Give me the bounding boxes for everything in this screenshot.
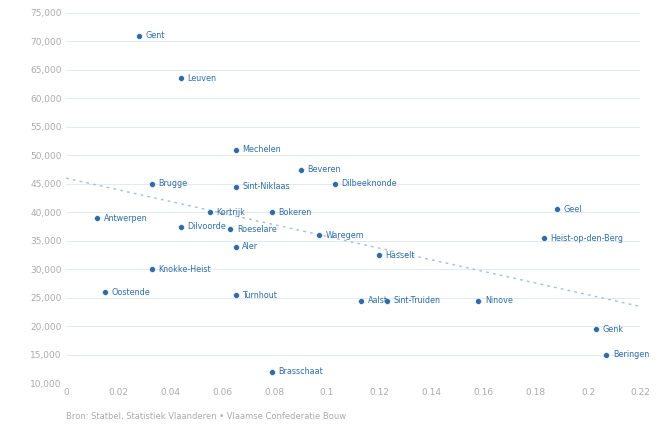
Point: [267, 209, 277, 216]
Text: Aalst: Aalst: [368, 296, 387, 305]
Text: Beveren: Beveren: [308, 165, 341, 174]
Point: [381, 297, 392, 304]
Text: Bokeren: Bokeren: [279, 208, 312, 217]
Text: Turnhout: Turnhout: [242, 291, 277, 299]
Text: Heist-op-den-Berg: Heist-op-den-Berg: [550, 233, 623, 242]
Point: [539, 235, 549, 242]
Text: Brasschaat: Brasschaat: [279, 368, 323, 377]
Point: [356, 297, 366, 304]
Point: [176, 75, 186, 82]
Text: Beringen: Beringen: [612, 351, 649, 360]
Text: Sint-Truiden: Sint-Truiden: [393, 296, 441, 305]
Text: Brugge: Brugge: [158, 179, 188, 188]
Point: [296, 166, 306, 173]
Point: [551, 206, 562, 213]
Point: [225, 226, 236, 233]
Text: Mechelen: Mechelen: [242, 145, 280, 154]
Point: [230, 292, 241, 299]
Point: [230, 146, 241, 153]
Point: [591, 326, 601, 333]
Text: Sint-Niklaas: Sint-Niklaas: [242, 182, 290, 191]
Point: [100, 289, 110, 296]
Text: Kortrijk: Kortrijk: [216, 208, 245, 217]
Text: Dilvoorde: Dilvoorde: [187, 222, 226, 231]
Point: [329, 181, 340, 187]
Text: Ninove: Ninove: [485, 296, 513, 305]
Text: Leuven: Leuven: [187, 74, 216, 83]
Text: Hasselt: Hasselt: [385, 250, 415, 259]
Text: Waregem: Waregem: [325, 230, 364, 240]
Text: Dilbeeknonde: Dilbeeknonde: [341, 179, 397, 188]
Point: [92, 215, 102, 222]
Text: Bron: Statbel, Statistiek Vlaanderen • Vlaamse Confederatie Bouw: Bron: Statbel, Statistiek Vlaanderen • V…: [66, 412, 346, 421]
Text: Aler: Aler: [242, 242, 258, 251]
Point: [147, 181, 157, 187]
Point: [205, 209, 215, 216]
Point: [374, 252, 385, 259]
Text: Oostende: Oostende: [112, 288, 150, 296]
Text: Antwerpen: Antwerpen: [104, 213, 147, 222]
Text: Genk: Genk: [603, 325, 623, 334]
Point: [134, 32, 145, 39]
Point: [267, 368, 277, 375]
Point: [230, 243, 241, 250]
Text: Knokke-Heist: Knokke-Heist: [158, 265, 211, 274]
Text: Geel: Geel: [563, 205, 581, 214]
Point: [230, 183, 241, 190]
Text: Roeselare: Roeselare: [237, 225, 277, 234]
Point: [176, 223, 186, 230]
Point: [147, 266, 157, 273]
Point: [314, 232, 325, 239]
Point: [473, 297, 484, 304]
Point: [601, 351, 612, 358]
Text: Gent: Gent: [146, 31, 165, 40]
